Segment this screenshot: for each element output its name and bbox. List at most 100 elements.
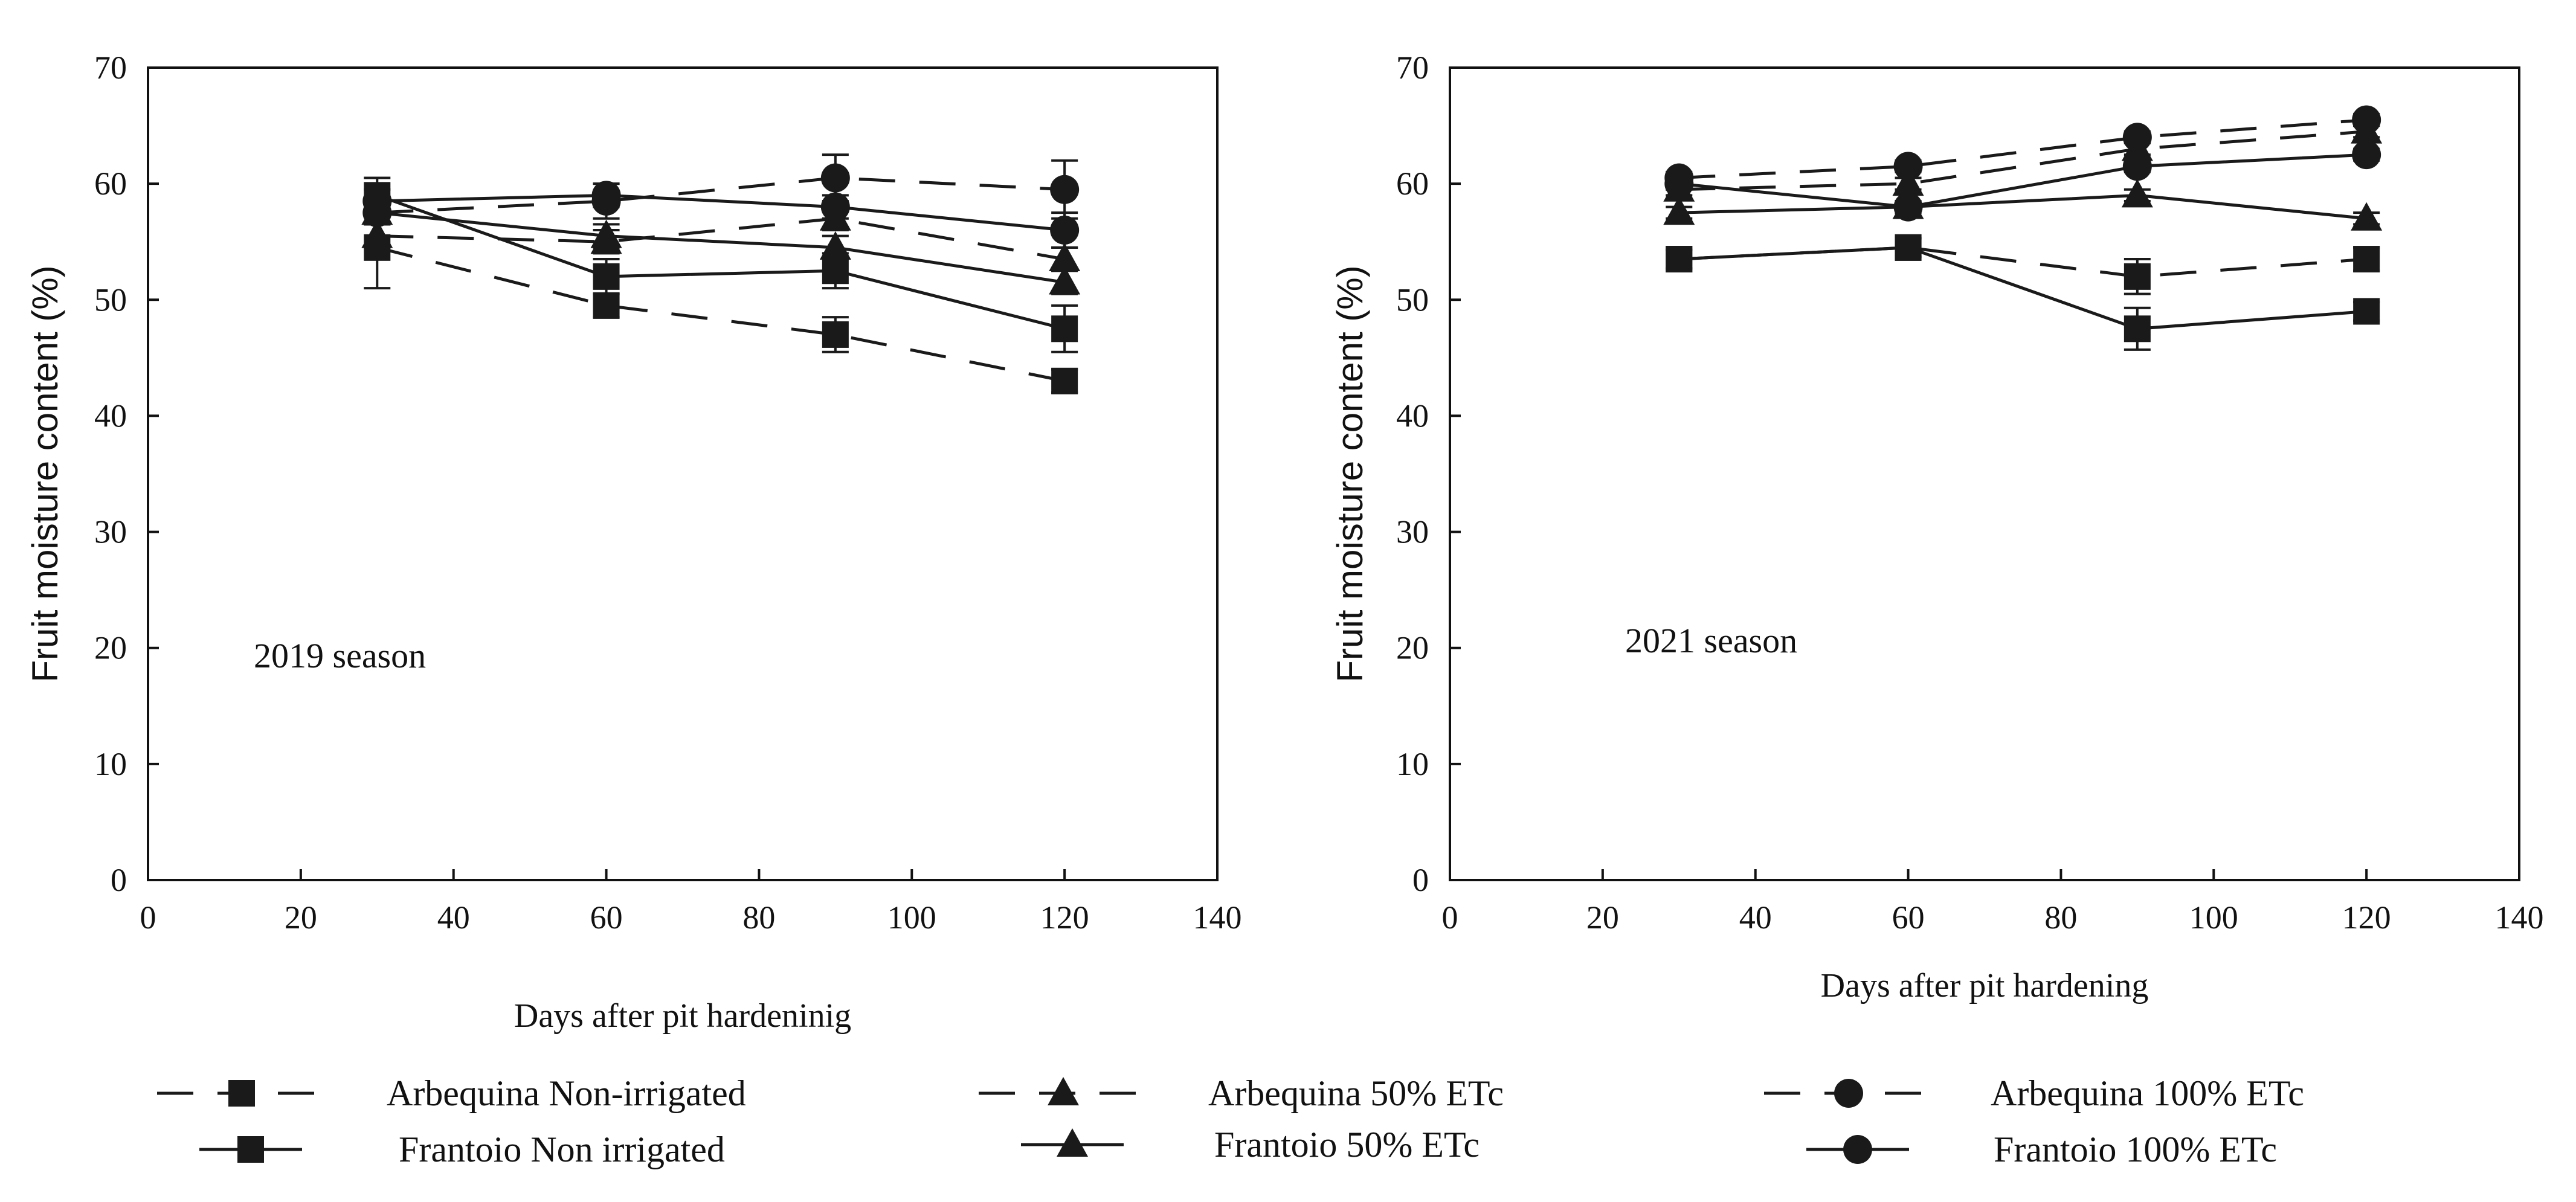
data-point-marker xyxy=(2124,263,2151,290)
x-tick-label: 20 xyxy=(285,899,317,936)
x-tick-label: 40 xyxy=(437,899,470,936)
data-point-marker xyxy=(2122,152,2152,181)
legend-item: Frantoio Non irrigated xyxy=(199,1130,725,1169)
legend-marker xyxy=(237,1136,264,1163)
y-tick-label: 30 xyxy=(94,514,127,550)
data-point-marker xyxy=(593,263,620,290)
y-tick-label: 60 xyxy=(94,166,127,202)
series-arbequina-non-irrigated xyxy=(364,205,1078,394)
series-line xyxy=(377,176,1065,214)
data-point-marker xyxy=(2124,315,2151,342)
legend-item: Arbequina 100% ETc xyxy=(1764,1073,2304,1113)
series-line xyxy=(1679,246,2367,330)
y-tick-label: 60 xyxy=(1396,166,1429,202)
legend-item: Arbequina Non-irrigated xyxy=(157,1073,746,1113)
series-line xyxy=(1679,118,2367,180)
x-tick-label: 80 xyxy=(742,899,775,936)
y-axis-title: Fruit moisture content (%) xyxy=(25,265,65,682)
data-point-marker xyxy=(1051,367,1078,394)
data-point-marker xyxy=(820,163,850,193)
data-point-marker xyxy=(1049,266,1081,295)
x-tick-label: 0 xyxy=(1442,899,1458,936)
y-tick-label: 10 xyxy=(1396,746,1429,782)
y-tick-label: 0 xyxy=(111,862,127,898)
series-line xyxy=(1679,153,2367,209)
season-annotation: 2021 season xyxy=(1625,621,1797,660)
y-tick-label: 30 xyxy=(1396,514,1429,550)
data-point-marker xyxy=(1050,216,1080,245)
y-tick-label: 70 xyxy=(94,50,127,86)
legend-label: Arbequina 100% ETc xyxy=(1991,1073,2304,1113)
data-point-marker xyxy=(1663,196,1695,225)
x-tick-label: 60 xyxy=(1892,899,1925,936)
data-point-marker xyxy=(1893,152,1923,181)
data-point-marker xyxy=(1892,167,1924,196)
x-tick-label: 100 xyxy=(2189,899,2238,936)
x-tick-label: 120 xyxy=(1040,899,1089,936)
chart-panel-2019: 0 20 40 60 80 100 120 140 0 10 20 30 40 50 60 70 Days af… xyxy=(25,50,1242,1035)
series-frantoio-100-etc xyxy=(1664,140,2381,222)
data-point-marker xyxy=(822,321,849,348)
data-point-marker xyxy=(1050,175,1080,204)
data-point-marker xyxy=(361,219,393,248)
legend-label: Frantoio 100% ETc xyxy=(1994,1130,2277,1169)
series-line xyxy=(1679,130,2367,191)
data-point-marker xyxy=(362,186,392,216)
y-tick-label: 70 xyxy=(1396,50,1429,86)
data-point-marker xyxy=(593,292,620,319)
data-point-marker xyxy=(1049,243,1081,272)
x-tick-label: 140 xyxy=(2495,899,2544,936)
x-tick-label: 0 xyxy=(140,899,156,936)
x-tick-label: 100 xyxy=(887,899,936,936)
data-point-marker xyxy=(2121,179,2153,208)
series-line xyxy=(1679,193,2367,220)
legend-label: Frantoio 50% ETc xyxy=(1214,1125,1480,1165)
y-axis-title: Fruit moisture content (%) xyxy=(1330,265,1370,682)
x-tick-label: 120 xyxy=(2342,899,2391,936)
y-tick-label: 40 xyxy=(1396,397,1429,434)
data-point-marker xyxy=(1895,234,1922,261)
data-point-marker xyxy=(2352,140,2381,170)
data-point-marker xyxy=(819,231,851,260)
legend-item: Frantoio 50% ETc xyxy=(1021,1125,1480,1165)
data-point-marker xyxy=(2351,202,2383,231)
x-tick-label: 20 xyxy=(1586,899,1619,936)
y-tick-label: 20 xyxy=(94,630,127,666)
x-axis-title: Days after pit hardening xyxy=(1821,967,2149,1004)
y-tick-label: 0 xyxy=(1412,862,1429,898)
y-tick-label: 10 xyxy=(94,746,127,782)
plot-frame xyxy=(1449,66,2520,881)
y-tick-label: 50 xyxy=(94,281,127,318)
legend-marker xyxy=(1057,1128,1088,1157)
legend-label: Arbequina 50% ETc xyxy=(1208,1073,1504,1113)
x-axis-title: Days after pit hardeninig xyxy=(514,997,851,1035)
series-frantoio-non-irrigated xyxy=(1666,234,2380,351)
data-point-marker xyxy=(2353,246,2380,273)
x-tick-label: 140 xyxy=(1193,899,1242,936)
data-point-marker xyxy=(590,219,622,248)
legend-marker xyxy=(1834,1079,1863,1108)
x-tick-label: 40 xyxy=(1739,899,1772,936)
data-point-marker xyxy=(2122,123,2152,152)
legend-item: Arbequina 50% ETc xyxy=(979,1073,1504,1113)
series-frantoio-100-etc xyxy=(362,181,1080,249)
legend-label: Frantoio Non irrigated xyxy=(399,1130,725,1169)
chart-panel-2021: 0 20 40 60 80 100 120 140 0 10 20 30 40 50 60 70 Days af… xyxy=(1330,50,2544,1004)
series-line xyxy=(376,194,1065,330)
series-line xyxy=(377,211,1065,284)
y-tick-label: 40 xyxy=(94,397,127,434)
data-point-marker xyxy=(820,192,850,222)
x-tick-label: 60 xyxy=(590,899,623,936)
data-point-marker xyxy=(822,257,849,284)
legend-label: Arbequina Non-irrigated xyxy=(387,1073,746,1113)
legend: Arbequina Non-irrigated Arbequina 50% ETc… xyxy=(157,1073,2304,1169)
plot-frame xyxy=(147,66,1219,881)
legend-marker xyxy=(1843,1135,1872,1164)
data-point-marker xyxy=(591,181,621,210)
series-line xyxy=(1679,246,2367,278)
series-line xyxy=(377,217,1065,261)
y-tick-label: 20 xyxy=(1396,630,1429,666)
y-tick-label: 50 xyxy=(1396,281,1429,318)
legend-item: Frantoio 100% ETc xyxy=(1806,1130,2277,1169)
